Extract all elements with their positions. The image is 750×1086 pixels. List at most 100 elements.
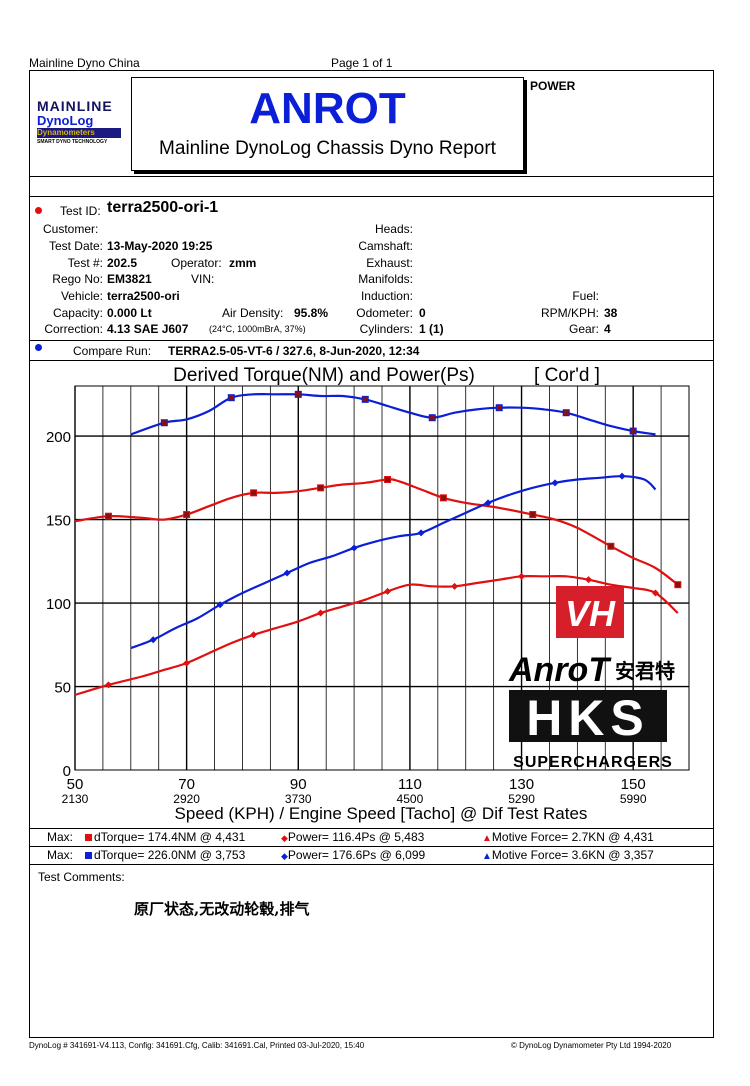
max-label: Max: (47, 848, 74, 862)
red-triangle-marker-icon: ▲ (482, 833, 492, 844)
test-id-value: terra2500-ori-1 (107, 199, 219, 216)
x-tick-label: 70 (178, 776, 195, 793)
series-point-1 (652, 589, 660, 597)
red-diamond-marker-icon: ◆ (281, 833, 288, 843)
cylinders-label: Cylinders: (359, 322, 413, 336)
max-red-torque-text: dTorque= 174.4NM @ 4,431 (94, 830, 246, 844)
gear-value: 4 (604, 322, 611, 336)
x-axis-label: Speed (KPH) / Engine Speed [Tacho] @ Dif… (175, 804, 588, 823)
max-red-power: ◆Power= 116.4Ps @ 5,483 (281, 830, 424, 844)
x-rpm-label: 4500 (397, 792, 424, 806)
vin-label: VIN: (191, 272, 215, 286)
series-point-1 (104, 681, 112, 689)
series-point-0 (384, 475, 392, 483)
series-point-1 (585, 576, 593, 584)
series-point-3 (551, 479, 559, 487)
blue-triangle-marker-icon: ▲ (482, 851, 492, 862)
logo-tagline: SMART DYNO TECHNOLOGY (37, 139, 108, 145)
series-point-2 (227, 394, 235, 402)
info-divider (29, 196, 714, 197)
correction-note: (24°C, 1000mBrA, 37%) (209, 324, 306, 334)
series-point-2 (294, 390, 302, 398)
test-id-label: Test ID: (60, 204, 101, 218)
test-date-label: Test Date: (48, 239, 103, 253)
max-blue-motive-text: Motive Force= 3.6KN @ 3,357 (491, 848, 654, 862)
mainline-logo: MAINLINE DynoLog Dynamometers SMART DYNO… (37, 99, 125, 153)
max-red-motive-text: Motive Force= 2.7KN @ 4,431 (491, 830, 654, 844)
blue-run-dot (35, 344, 42, 351)
report-frame (29, 70, 714, 1038)
test-comments-label: Test Comments: (38, 870, 125, 884)
x-rpm-label: 3730 (285, 792, 312, 806)
test-comments-text: 原厂状态,无改动轮毂,排气 (134, 900, 310, 918)
series-point-0 (317, 484, 325, 492)
series-point-3 (484, 499, 492, 507)
series-point-3 (417, 529, 425, 537)
max-blue-torque-text: dTorque= 226.0NM @ 3,753 (94, 848, 246, 862)
max-bottom-divider (29, 864, 714, 865)
cylinders-value: 1 (1) (419, 322, 444, 336)
x-rpm-label: 2920 (173, 792, 200, 806)
superchargers-text: SUPERCHARGERS (513, 754, 673, 771)
rego-label: Rego No: (52, 272, 103, 286)
vh-logo-text: VH (565, 593, 616, 634)
y-tick-label: 200 (46, 429, 71, 446)
series-layer (74, 390, 682, 696)
series-point-0 (439, 494, 447, 502)
series-point-3 (350, 544, 358, 552)
correction-label: Correction: (44, 322, 103, 336)
x-tick-label: 50 (67, 776, 84, 793)
y-tick-label: 0 (63, 763, 71, 780)
y-tick-label: 50 (54, 680, 71, 697)
test-number-label: Test #: (67, 256, 103, 270)
compare-run-label: Compare Run: (73, 344, 152, 358)
air-density-value: 95.8% (294, 306, 329, 320)
footer-config: DynoLog # 341691-V4.113, Config: 341691.… (29, 1041, 365, 1050)
x-rpm-label: 5990 (620, 792, 647, 806)
title-box: ANROT Mainline DynoLog Chassis Dyno Repo… (131, 77, 524, 171)
series-point-0 (250, 489, 258, 497)
max-red-torque: dTorque= 174.4NM @ 4,431 (85, 830, 245, 844)
max-row-blue: Max: (47, 848, 73, 862)
series-point-3 (618, 472, 626, 480)
series-point-3 (283, 569, 291, 577)
operator-label: Operator: (171, 256, 222, 270)
report-subtitle: Mainline DynoLog Chassis Dyno Report (159, 138, 496, 159)
test-date-value: 13-May-2020 19:25 (107, 239, 213, 253)
max-top-divider (29, 828, 714, 829)
vehicle-value: terra2500-ori (107, 289, 180, 303)
x-tick-label: 150 (621, 776, 646, 793)
x-tick-label: 90 (290, 776, 307, 793)
rpm-kph-value: 38 (604, 306, 618, 320)
header-divider (29, 176, 714, 177)
red-run-dot (35, 207, 42, 214)
max-blue-torque: dTorque= 226.0NM @ 3,753 (85, 848, 245, 862)
series-point-2 (562, 409, 570, 417)
series-point-0 (674, 581, 682, 589)
y-tick-label: 150 (46, 513, 71, 530)
vehicle-label: Vehicle: (60, 289, 103, 303)
max-red-motive: ▲Motive Force= 2.7KN @ 4,431 (482, 830, 654, 844)
series-point-3 (149, 636, 157, 644)
compare-divider (29, 360, 714, 361)
compare-run-value: TERRA2.5-05-VT-6 / 327.6, 8-Jun-2020, 12… (168, 344, 420, 358)
logo-dynamometers-text: Dynamometers (37, 128, 121, 138)
series-point-2 (160, 419, 168, 427)
hks-logo (509, 690, 667, 742)
capacity-value: 0.000 Lt (107, 306, 152, 320)
info-bottom-divider (29, 340, 714, 341)
max-mid-divider (29, 846, 714, 847)
rego-value: EM3821 (107, 272, 152, 286)
max-red-power-text: Power= 116.4Ps @ 5,483 (287, 830, 425, 844)
x-tick-label: 130 (509, 776, 534, 793)
max-row-red: Max: (47, 830, 73, 844)
x-rpm-label: 5290 (508, 792, 535, 806)
footer-copyright: © DynoLog Dynamometer Pty Ltd 1994-2020 (511, 1041, 672, 1050)
series-point-0 (529, 511, 537, 519)
manifolds-label: Manifolds: (358, 272, 413, 286)
heads-label: Heads: (374, 222, 413, 236)
series-point-2 (629, 427, 637, 435)
series-point-1 (317, 609, 325, 617)
report-title: ANROT (249, 84, 406, 133)
dyno-chart: Derived Torque(NM) and Power(Ps) [ Cor'd… (46, 365, 690, 823)
